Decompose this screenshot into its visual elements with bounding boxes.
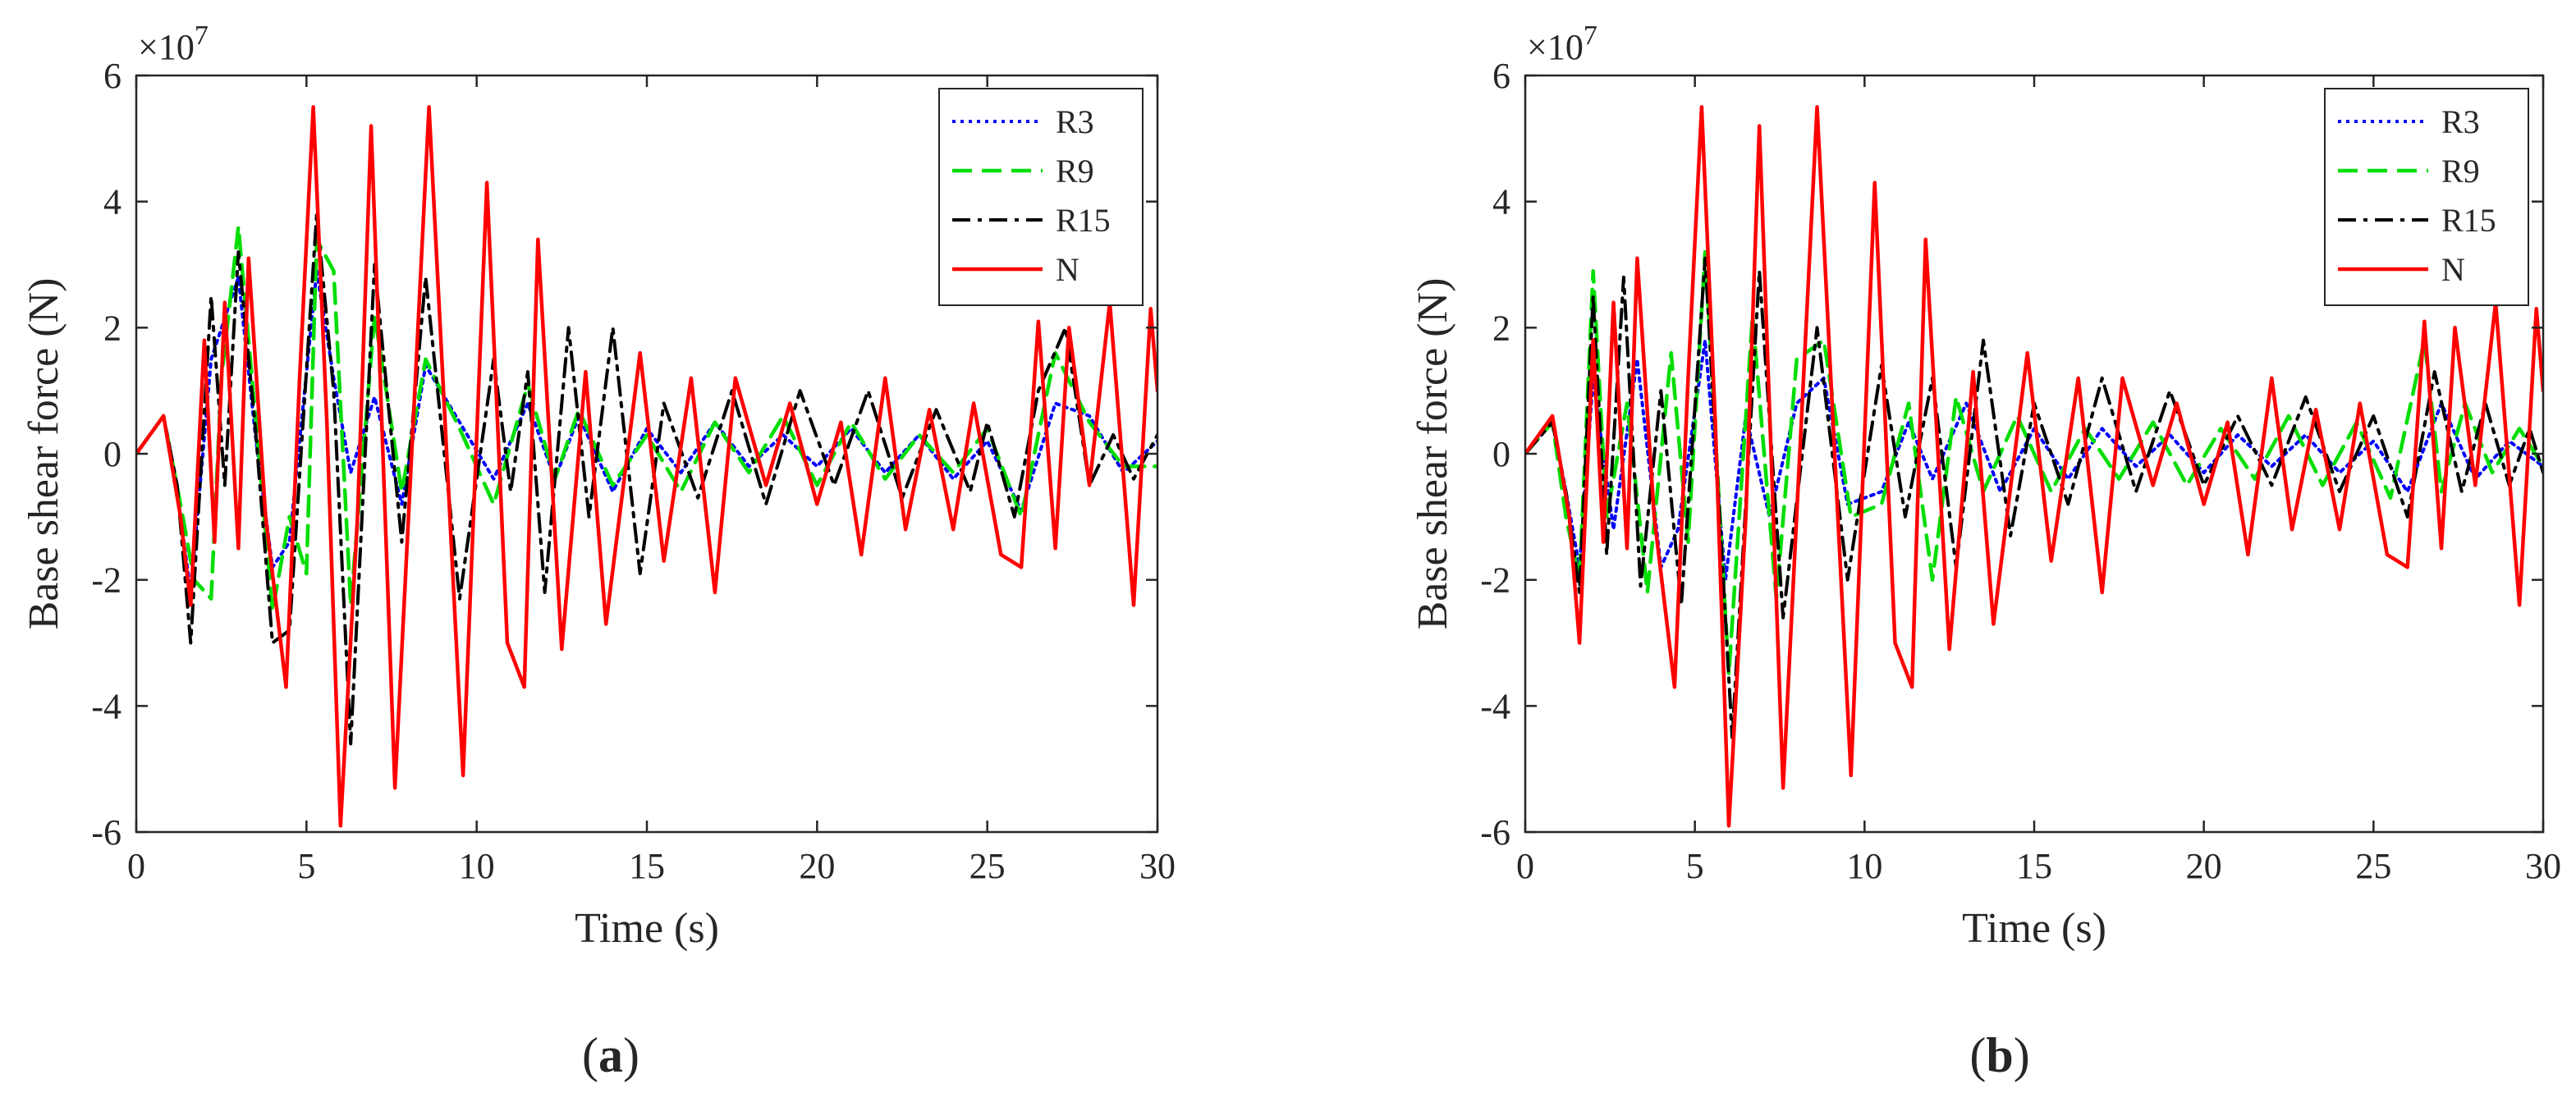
y-tick-label: -6 — [1480, 812, 1510, 853]
x-tick-label: 5 — [297, 846, 315, 886]
legend-label-r15: R15 — [1056, 202, 1111, 239]
x-tick-label: 20 — [2186, 846, 2222, 886]
series-line-n — [1525, 105, 2543, 828]
series-line-n — [136, 105, 1157, 828]
legend: R3 R9 R15 N — [2324, 88, 2529, 306]
x-tick-label: 0 — [127, 846, 145, 886]
x-tick-label: 25 — [2355, 846, 2391, 886]
y-tick-label: -2 — [1480, 560, 1510, 601]
legend-label-r3: R3 — [1056, 103, 1094, 140]
legend: R3 R9 R15 N — [938, 88, 1144, 306]
y-tick-label: 0 — [1492, 434, 1510, 474]
y-tick-label: 4 — [1492, 182, 1510, 222]
series-line-r15 — [1525, 256, 2543, 739]
y-tick-label: 2 — [1492, 308, 1510, 348]
legend-label-n: N — [2441, 251, 2465, 288]
y-exponent-label: ×107 — [138, 21, 209, 67]
y-axis-label: Base shear force (N) — [21, 278, 67, 630]
panel-caption-b: (b) — [1969, 1028, 2029, 1082]
x-tick-label: 25 — [969, 846, 1006, 886]
y-tick-label: 6 — [103, 56, 121, 96]
x-tick-label: 10 — [1846, 846, 1882, 886]
chart-panel-a: 0 5 10 15 20 25 30 -6 -4 -2 0 2 4 6 ×107 Time (s) Base s… — [21, 21, 1176, 1082]
y-tick-label: 6 — [1492, 56, 1510, 96]
x-tick-label: 0 — [1516, 846, 1534, 886]
x-tick-label: 15 — [629, 846, 665, 886]
series-line-r3 — [1525, 338, 2543, 582]
series-line-r15 — [136, 213, 1157, 746]
legend-label-r3: R3 — [2441, 103, 2480, 140]
y-tick-label: -4 — [91, 686, 121, 726]
y-tick-label: 4 — [103, 182, 121, 222]
legend-label-n: N — [1056, 251, 1079, 288]
x-tick-label: 20 — [799, 846, 835, 886]
x-tick-label: 30 — [1139, 846, 1176, 886]
y-tick-label: -6 — [91, 812, 121, 853]
x-tick-label: 5 — [1686, 846, 1704, 886]
y-axis-label: Base shear force (N) — [1409, 278, 1456, 630]
series-group — [1525, 105, 2543, 828]
legend-label-r15: R15 — [2441, 202, 2496, 239]
x-axis-label: Time (s) — [575, 905, 719, 952]
legend-label-r9: R9 — [1056, 153, 1094, 190]
x-tick-label: 30 — [2525, 846, 2561, 886]
panel-caption-a: (a) — [582, 1028, 639, 1082]
series-line-r9 — [1525, 249, 2543, 677]
chart-panel-b: 0 5 10 15 20 25 30 -6 -4 -2 0 2 4 6 ×107 Time (s) Base s… — [1409, 21, 2561, 1082]
y-tick-label: -4 — [1480, 686, 1510, 726]
y-tick-label: -2 — [91, 560, 121, 601]
legend-label-r9: R9 — [2441, 153, 2480, 190]
x-tick-label: 10 — [459, 846, 495, 886]
series-group — [136, 105, 1157, 828]
x-tick-label: 15 — [2016, 846, 2052, 886]
y-tick-label: 2 — [103, 308, 121, 348]
x-axis-label: Time (s) — [1962, 905, 2106, 952]
y-exponent-label: ×107 — [1527, 21, 1597, 67]
y-tick-label: 0 — [103, 434, 121, 474]
